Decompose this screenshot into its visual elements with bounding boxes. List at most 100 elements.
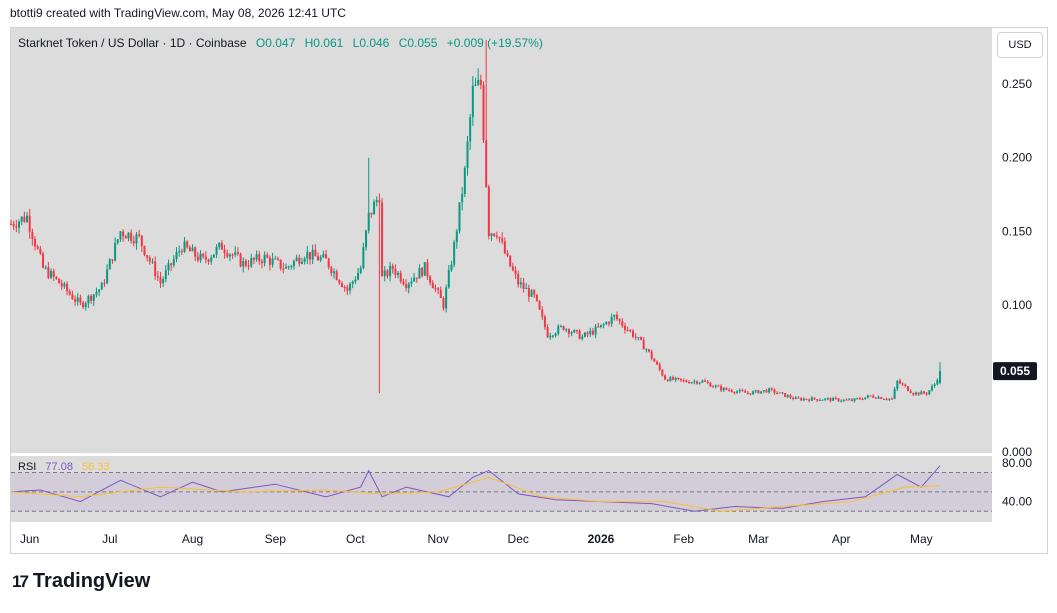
candle-body (589, 330, 592, 335)
candle-body (522, 282, 525, 289)
candle-body (354, 279, 357, 282)
candle-body (407, 283, 410, 289)
candle-body (877, 397, 880, 399)
candle-body (450, 264, 453, 271)
candle-body (661, 369, 664, 376)
candle-body (701, 380, 704, 383)
candle-body (196, 256, 199, 261)
last-price-label: 0.055 (1000, 364, 1030, 378)
symbol-legend[interactable]: Starknet Token / US Dollar · 1D · Coinba… (18, 36, 549, 50)
candle-body (180, 251, 183, 253)
candle-body (866, 395, 869, 398)
candle-body (175, 252, 178, 260)
x-tick-label: Aug (182, 532, 203, 546)
candle-body (906, 386, 909, 391)
candle-body (629, 329, 632, 331)
candle-body (154, 261, 157, 277)
candle-body (15, 226, 18, 228)
candle-body (455, 231, 458, 243)
currency-button[interactable]: USD (997, 32, 1043, 58)
rsi-band (11, 472, 992, 512)
candle-body (939, 371, 941, 383)
candle-body (493, 233, 496, 236)
candle-body (570, 332, 573, 334)
candle-body (164, 270, 167, 280)
candle-body (322, 254, 325, 258)
candle-body (559, 326, 562, 328)
candle-body (215, 247, 218, 255)
candle-body (426, 262, 429, 277)
candle-body (437, 288, 440, 290)
candle-body (717, 385, 720, 387)
candle-body (890, 398, 893, 400)
candle-body (880, 397, 883, 399)
candle-body (458, 202, 461, 232)
candle-body (704, 380, 707, 382)
candle-body (511, 266, 514, 271)
candle-body (138, 234, 141, 236)
candle-body (762, 390, 765, 392)
candle-body (506, 253, 509, 256)
candle-body (874, 397, 877, 399)
candle-body (228, 254, 231, 257)
candle-body (122, 231, 125, 237)
candle-body (282, 268, 285, 270)
candle-body (749, 393, 752, 395)
candle-body (119, 231, 122, 240)
candle-body (474, 84, 477, 86)
candle-body (247, 265, 250, 267)
candle-body (236, 252, 239, 254)
candle-body (463, 167, 466, 194)
candle-body (543, 316, 546, 328)
candle-body (346, 287, 349, 291)
candle-body (333, 271, 336, 274)
rsi-lines (10, 465, 941, 512)
candle-body (509, 255, 512, 267)
candle-body (893, 388, 896, 399)
rsi-legend[interactable]: RSI 77.08 56.33 (18, 461, 110, 473)
candle-body (453, 242, 456, 265)
candle-body (794, 397, 797, 399)
candle-body (338, 280, 341, 284)
candle-body (365, 230, 368, 248)
candle-body (335, 271, 338, 281)
candle-body (685, 380, 688, 383)
candle-body (813, 397, 816, 400)
candle-body (920, 391, 923, 395)
candle-body (706, 381, 709, 383)
rsi-tick-label: 80.00 (1002, 456, 1032, 470)
candle-body (792, 397, 795, 399)
candle-body (786, 395, 789, 397)
candle-body (108, 259, 111, 270)
candle-body (664, 375, 667, 380)
candle-body (632, 330, 635, 337)
candle-body (90, 295, 93, 301)
candle-body (410, 281, 413, 284)
candle-body (306, 252, 309, 259)
attribution-header: btotti9 created with TradingView.com, Ma… (10, 6, 346, 20)
candle-body (826, 398, 829, 400)
candle-body (690, 382, 693, 384)
candle-body (34, 239, 37, 247)
candle-body (466, 141, 469, 168)
candle-body (640, 337, 643, 340)
candle-body (904, 384, 907, 387)
candle-body (770, 388, 773, 390)
candle-body (127, 232, 130, 239)
x-tick-label: 2026 (588, 532, 615, 546)
candle-body (586, 332, 589, 335)
candle-body (565, 329, 568, 331)
candle-body (12, 224, 15, 227)
candle-body (250, 257, 253, 267)
candle-body (26, 215, 29, 222)
x-tick-label: Jun (20, 532, 39, 546)
candle-body (514, 270, 517, 275)
candle-body (389, 265, 392, 277)
candle-body (575, 329, 578, 331)
candle-body (210, 257, 213, 262)
candle-body (535, 294, 538, 301)
tradingview-brand[interactable]: 17 TradingView (12, 570, 150, 593)
candle-body (325, 254, 328, 259)
candle-body (370, 212, 373, 215)
